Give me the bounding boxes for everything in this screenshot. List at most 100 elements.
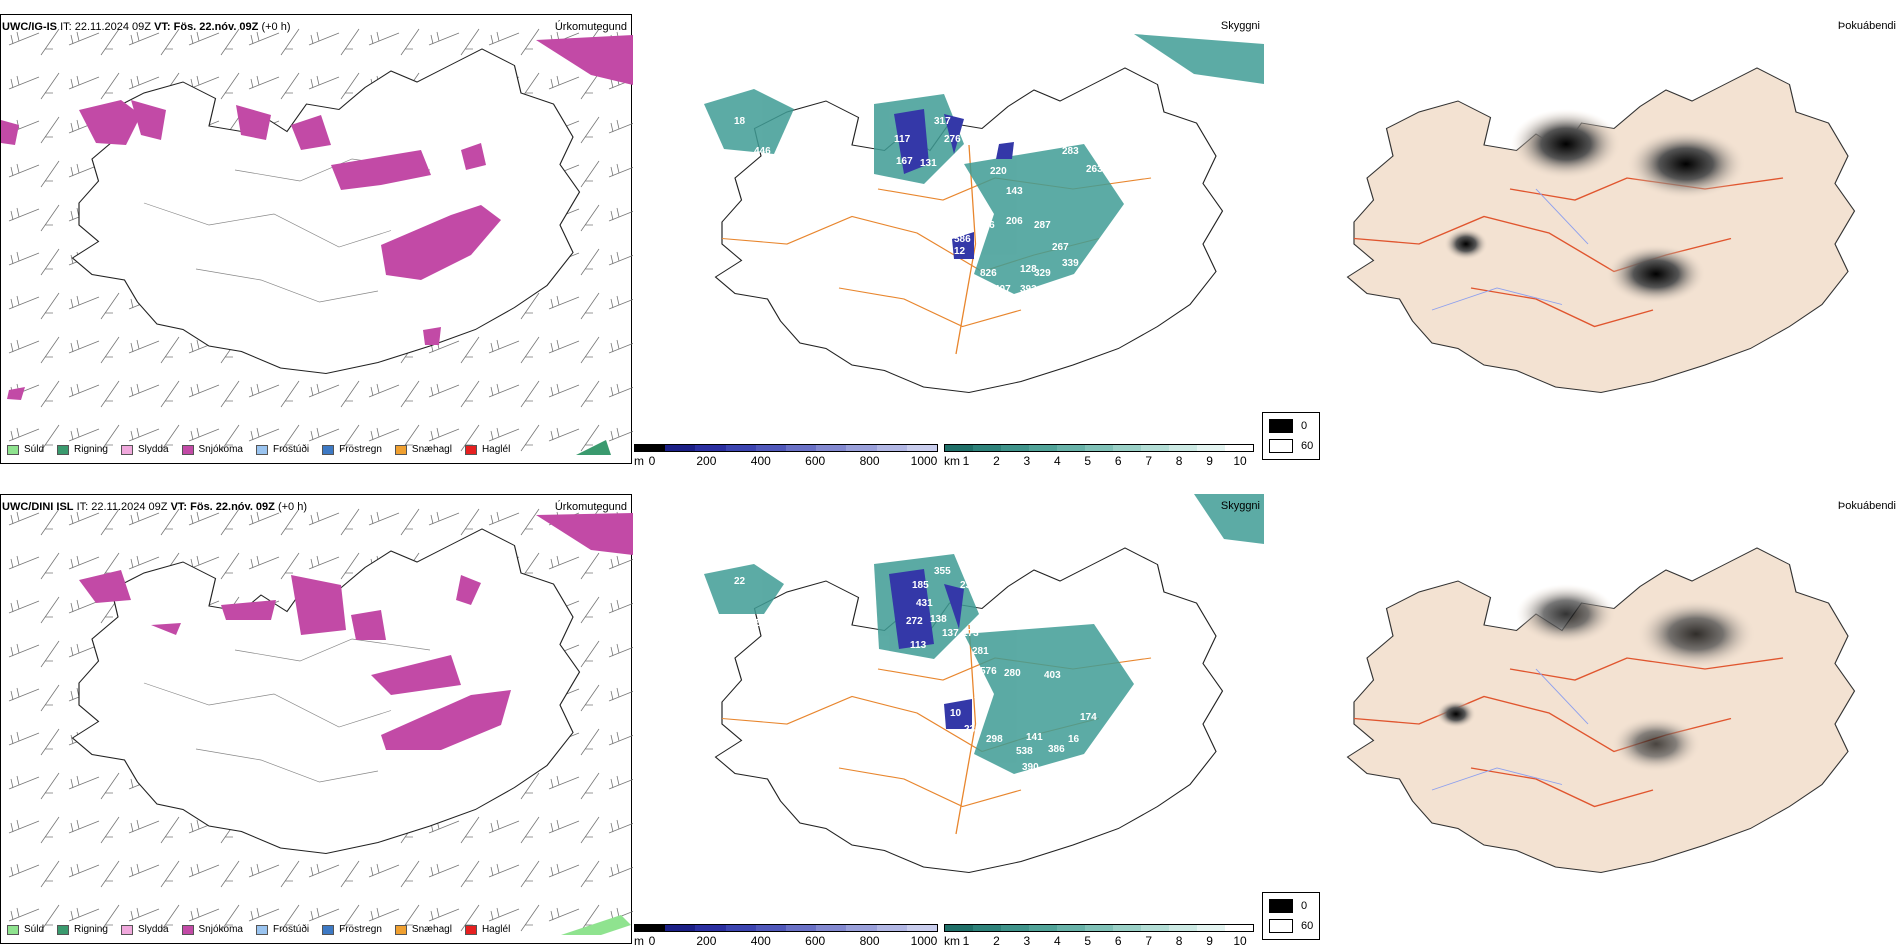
fog-min-label: 60 (1301, 920, 1314, 932)
legend-item: Slydda (120, 924, 169, 935)
vis-label: 131 (920, 158, 937, 169)
colorbar-segment (1141, 445, 1169, 451)
legend-label: Haglél (481, 924, 511, 935)
legend-item: Slydda (120, 444, 169, 455)
colorbar-tick: 4 (1053, 934, 1061, 948)
vis-label: 272 (906, 616, 923, 627)
colorbar-segment (1029, 925, 1057, 931)
colorbar-tick: 1 (962, 934, 970, 948)
precip-panel-row1: UWC/IG-IS IT: 22.11.2024 09Z VT: Fös. 22… (0, 14, 633, 465)
colorbar-segment (816, 445, 847, 451)
visibility-unit: km (944, 454, 960, 468)
colorbar-segment (945, 925, 973, 931)
colorbar-tick: 600 (805, 934, 826, 948)
vis-label: 104 (924, 188, 941, 199)
colorbar-tick: 2 (993, 934, 1000, 948)
legend-swatch (322, 444, 335, 455)
panel-title: Þokuábendi (1837, 500, 1896, 512)
roads (721, 144, 1152, 355)
vis-label: 281 (972, 646, 989, 657)
legend-label: Slydda (137, 924, 169, 935)
precip-panel-row2: UWC/DINI ISL IT: 22.11.2024 09Z VT: Fös.… (0, 494, 633, 945)
colorbar-tick: 5 (1084, 454, 1092, 468)
vis-label: 431 (916, 598, 933, 609)
colorbar-segment (1057, 925, 1085, 931)
colorbar-tick: 400 (750, 934, 771, 948)
precip-legend: Súld Rigning Slydda Snjókoma Frostúði Frostre… (7, 924, 510, 935)
legend-label: Frostúði (272, 444, 310, 455)
vis-label: 329 (1034, 268, 1051, 279)
colorbar-tick: 600 (805, 454, 826, 468)
vis-label: 22 (734, 576, 746, 587)
vis-label: 277 (1074, 576, 1091, 587)
legend-swatch (120, 444, 133, 455)
vis-label: 283 (1062, 146, 1079, 157)
legend-label: Snæhagl (411, 924, 452, 935)
legend-label: Slydda (137, 444, 169, 455)
visibility-strip (944, 924, 1254, 932)
fog-min-label: 60 (1301, 440, 1314, 452)
visibility-strip (944, 444, 1254, 452)
vis-label: 287 (1034, 220, 1051, 231)
vis-label: 173 (962, 628, 979, 639)
snow-areas (1, 35, 633, 400)
panel-title: Skyggni (1220, 20, 1260, 32)
colorbar-tick: 1000 (910, 934, 938, 948)
vis-label: 395 (1006, 298, 1023, 309)
legend-label: Frostregn (339, 924, 382, 935)
colorbar-tick: 3 (1023, 934, 1031, 948)
colorbar-segment (1085, 925, 1113, 931)
colorbar-segment (1057, 445, 1085, 451)
vis-label: 116 (932, 174, 949, 185)
colorbar-tick: 3 (1023, 454, 1031, 468)
legend-label: Frostregn (339, 444, 382, 455)
visibility-colorbar: km 1 2 3 4 5 6 7 8 9 10 (944, 924, 1254, 948)
vis-label: 117 (894, 134, 911, 145)
colorbar-segment (786, 445, 817, 451)
low-ceiling-areas (889, 569, 972, 729)
legend-swatch (464, 444, 477, 455)
vis-label: 143 (1006, 186, 1023, 197)
panel-title: Þokuábendi (1837, 20, 1896, 32)
header: UWC/DINI ISL IT: 22.11.2024 09Z VT: Fös.… (2, 501, 308, 513)
colorbar-segment (906, 445, 938, 451)
roads (721, 624, 1152, 835)
low-visibility-areas (704, 34, 1264, 294)
colorbar-tick: 1 (962, 454, 970, 468)
vis-label: 174 (1080, 712, 1097, 723)
panel-title: Skyggni (1220, 500, 1260, 512)
ceiling-strip (634, 444, 938, 452)
precip-legend: Súld Rigning Slydda Snjókoma Frostúði Frostre… (7, 444, 510, 455)
vis-label: 339 (1062, 258, 1079, 269)
vis-label: 10 (950, 708, 962, 719)
vis-label: 153 (750, 618, 767, 629)
coastline (714, 67, 1224, 394)
vis-label: 403 (1044, 670, 1061, 681)
visibility-map-row1: 18 446 317 276 117 167 131 116 232 104 7… (704, 34, 1264, 394)
vis-label: 18 (734, 116, 746, 127)
visibility-unit: km (944, 934, 960, 948)
legend-item: Haglél (464, 444, 510, 455)
colorbar-tick: 200 (696, 934, 717, 948)
drizzle-area (561, 915, 631, 935)
vis-label: 220 (990, 166, 1007, 177)
colorbar-segment (1113, 445, 1141, 451)
colorbar-tick: 0 (648, 454, 656, 468)
colorbar-segment (945, 445, 973, 451)
ceiling-unit: m (634, 454, 644, 468)
vis-label: 29 (974, 690, 986, 701)
legend-item: Snjókoma (181, 924, 243, 935)
low-ceiling-areas (894, 109, 1014, 259)
colorbar-tick: 8 (1175, 454, 1183, 468)
vis-label: 317 (934, 116, 951, 127)
colorbar-segment (1225, 445, 1253, 451)
colorbar-tick: 800 (859, 454, 880, 468)
colorbar-segment (725, 445, 756, 451)
vis-label: 407 (994, 284, 1011, 295)
vis-label: 280 (1004, 668, 1021, 679)
fog-legend: 0 60 (1262, 412, 1320, 460)
colorbar-segment (906, 925, 938, 931)
vis-label: 128 (1020, 264, 1037, 275)
legend-swatch (181, 924, 194, 935)
colorbar-segment (846, 445, 877, 451)
